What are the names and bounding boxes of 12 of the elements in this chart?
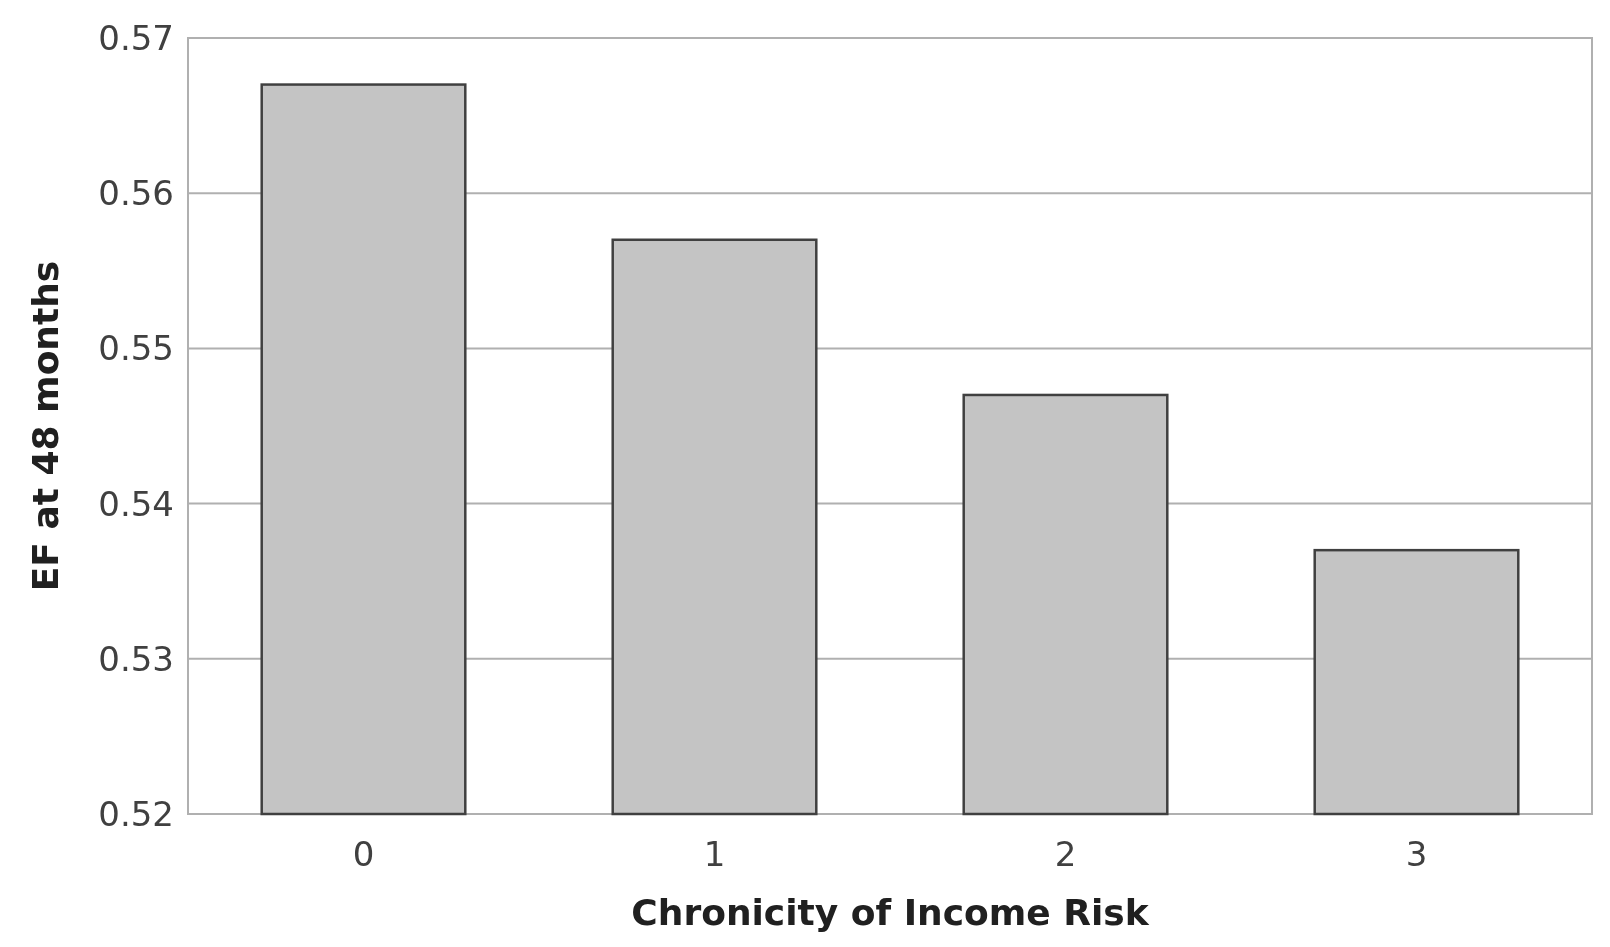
x-tick-label: 0 (352, 834, 375, 874)
x-tick-label: 2 (1054, 834, 1077, 874)
y-tick-label: 0.54 (98, 483, 174, 524)
y-tick-label: 0.52 (98, 793, 174, 834)
y-tick-label: 0.56 (98, 173, 174, 214)
x-tick-label: 3 (1405, 834, 1428, 874)
y-tick-label: 0.55 (98, 328, 174, 369)
x-axis-title: Chronicity of Income Risk (631, 892, 1150, 933)
y-tick-label: 0.57 (98, 17, 174, 58)
y-tick-label: 0.53 (98, 638, 174, 679)
y-axis-title: EF at 48 months (25, 260, 66, 592)
x-tick-label: 1 (703, 834, 726, 874)
